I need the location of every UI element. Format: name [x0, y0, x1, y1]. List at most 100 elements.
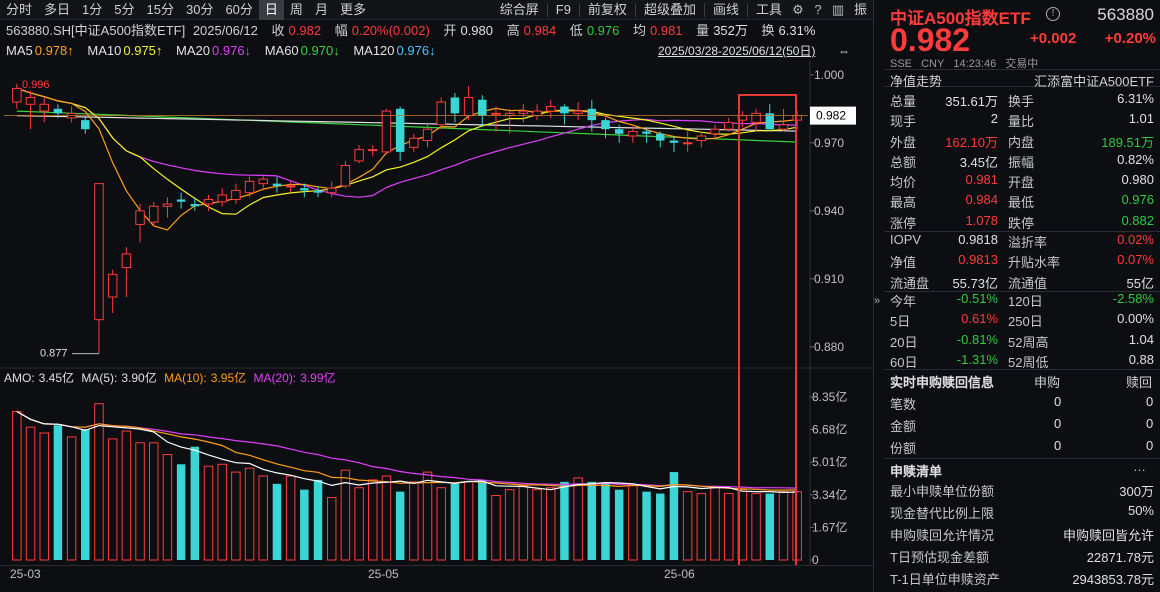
tool-button-1[interactable]: F9 — [555, 1, 571, 17]
stat-value: 0.980 — [1121, 172, 1154, 188]
collapse-arrow-icon[interactable]: » — [874, 295, 881, 307]
candle-body — [148, 205, 159, 223]
candle-body — [162, 203, 173, 207]
stat-label: 现手 — [890, 114, 917, 130]
volume-bar — [478, 479, 487, 560]
candle-body — [231, 189, 241, 200]
volume-bar — [778, 491, 789, 561]
amplitude-tab[interactable]: 振 — [853, 1, 867, 17]
toolbar-separator — [703, 2, 705, 17]
period-tab-2[interactable]: 1分 — [82, 1, 103, 17]
candle-body — [601, 120, 610, 130]
chart-settings-icon[interactable]: ▥ — [831, 1, 845, 17]
candle-body — [409, 137, 419, 148]
volume-bar — [354, 487, 364, 561]
period-tab-6[interactable]: 60分 — [225, 1, 253, 17]
nav-trend-row[interactable]: 净值走势 汇添富中证A500ETF — [884, 69, 1160, 89]
tool-button-3[interactable]: 超级叠加 — [643, 1, 696, 17]
close-label: 收 — [271, 23, 285, 38]
quote-stats-2: IOPV 0.9818 溢折率 0.02% 净值 0.9813 升贴水率 0.07% 流通盘 55… — [884, 230, 1160, 291]
high-label: 高 — [506, 23, 520, 38]
open-value: 0.980 — [460, 23, 493, 38]
vol-tick-label: 5.01亿 — [812, 454, 847, 469]
period-tab-7[interactable]: 日 — [258, 0, 284, 20]
subscription-row: 金额 0 0 — [884, 413, 1160, 435]
candlestick-chart[interactable]: 1.000 0.970 0.940 0.910 0.880 8.35亿 6.68亿 5.01亿… — [0, 60, 873, 565]
tool-button-4[interactable]: 画线 — [712, 1, 739, 17]
avg-value: 0.981 — [650, 23, 683, 38]
period-tab-3[interactable]: 5分 — [114, 1, 135, 17]
period-tab-10[interactable]: 更多 — [339, 1, 366, 17]
stat-label: 溢折率 — [1008, 235, 1048, 250]
candle-body — [573, 110, 583, 114]
candle-body — [669, 140, 679, 143]
stat-value: 189.51万 — [1101, 134, 1154, 150]
panel-divider[interactable] — [873, 0, 874, 592]
volume-bar — [162, 454, 173, 561]
help-icon[interactable]: ? — [814, 2, 822, 17]
candle-body — [682, 142, 693, 145]
period-tab-1[interactable]: 多日 — [44, 1, 71, 17]
period-tab-0[interactable]: 分时 — [6, 1, 33, 17]
stat-row: 60日 -1.31% 52周低 0.88 — [884, 350, 1160, 370]
volume-bar — [545, 487, 556, 561]
stat-row: 均价 0.981 开盘 0.980 — [884, 170, 1160, 190]
ma20-label: MA20 — [176, 43, 211, 58]
volume-bar — [532, 489, 542, 561]
stat-value: 0.88 — [1128, 351, 1154, 367]
info-icon[interactable]: ! — [1046, 7, 1060, 21]
stat-row: 现手 2 量比 1.01 — [884, 109, 1160, 129]
period-tab-8[interactable]: 周 — [289, 1, 303, 17]
candle-body — [300, 188, 309, 191]
close-value: 0.982 — [288, 23, 322, 38]
ma10-label: MA10 — [87, 43, 122, 58]
stat-value: 0.07% — [1117, 252, 1154, 268]
ma120-line — [16, 115, 798, 132]
stat-label: 最高 — [890, 195, 917, 211]
ma60-value: 0.970↓ — [300, 43, 340, 58]
candle-body — [285, 185, 296, 188]
nav-trend-link[interactable]: 净值走势 — [890, 74, 943, 89]
volume-bar — [217, 463, 227, 561]
stat-value: 1.04 — [1128, 331, 1154, 347]
candle-body — [368, 149, 378, 152]
volume-bar — [518, 485, 529, 561]
market-status-line: SSE CNY 14:23:46 交易中 — [890, 55, 1044, 71]
volume-bar — [682, 491, 693, 561]
subscription-title: 实时申购赎回信息 — [890, 375, 995, 390]
subscription-value: 0 — [1054, 416, 1062, 431]
etf-name[interactable]: 中证A500指数ETF — [890, 9, 1031, 28]
candle-body — [340, 164, 351, 187]
stat-value: 0.981 — [965, 172, 998, 188]
candle-body — [354, 149, 364, 162]
period-tab-5[interactable]: 30分 — [185, 1, 214, 17]
period-tab-9[interactable]: 月 — [314, 1, 328, 17]
date-range[interactable]: 2025/03/28-2025/06/12(50日) — [658, 44, 816, 58]
stat-value: -0.81% — [956, 331, 998, 347]
amp-value: 0.20%(0.002) — [351, 23, 430, 38]
volume-bar — [340, 469, 351, 561]
creation-list-table: 最小申赎单位份额 300万 现金替代比例上限 50% 申购赎回允许情况 申购赎回皆允许 T日… — [884, 478, 1160, 588]
gear-icon[interactable]: ⚙ — [792, 1, 804, 17]
amo-ma5-value: 3.90亿 — [121, 371, 157, 385]
range-toggle-icon[interactable]: ⇔ — [838, 44, 850, 58]
more-icon[interactable]: … — [1133, 459, 1146, 474]
stat-value: 6.31% — [1117, 91, 1154, 106]
volume-bar — [313, 479, 323, 560]
candle-body — [25, 96, 36, 105]
creation-list-header: 申赎清单 … — [884, 458, 1160, 479]
redeem-col: 赎回 — [1126, 375, 1153, 390]
tool-button-2[interactable]: 前复权 — [587, 1, 627, 17]
stat-label: 总额 — [890, 154, 917, 170]
candle-body — [190, 204, 200, 207]
period-tab-4[interactable]: 15分 — [146, 1, 174, 17]
creation-list-row: T-1日单位申赎资产 2943853.78元 — [884, 566, 1160, 588]
vol-tick-label: 3.34亿 — [812, 487, 847, 502]
stat-label: 流通值 — [1008, 275, 1048, 291]
amo-ma10-label: MA(10): — [164, 371, 207, 385]
stat-row: IOPV 0.9818 溢折率 0.02% — [884, 230, 1160, 250]
tool-button-5[interactable]: 工具 — [755, 1, 782, 17]
trading-status: 交易中 — [1005, 58, 1039, 70]
tool-button-0[interactable]: 综合屏 — [499, 1, 539, 17]
volume-bar — [190, 446, 200, 560]
